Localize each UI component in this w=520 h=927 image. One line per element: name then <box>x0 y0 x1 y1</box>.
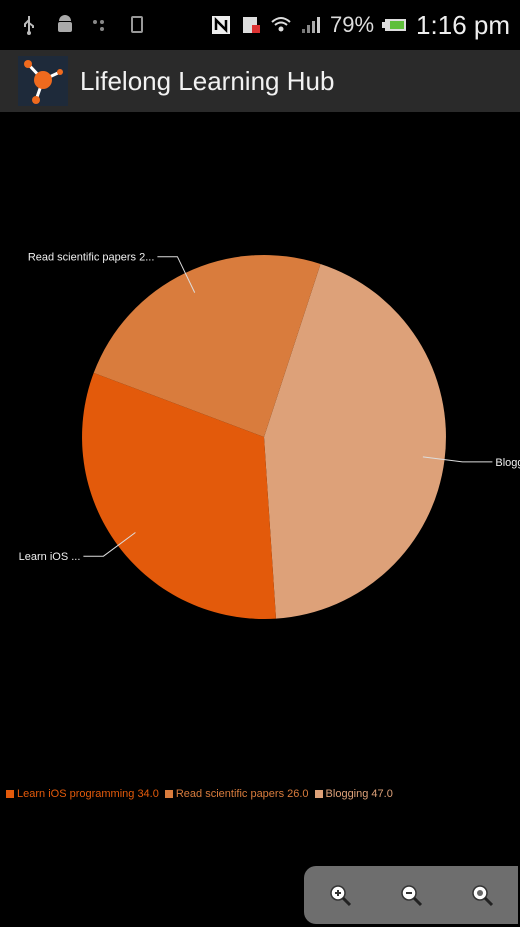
legend-label: Blogging 47.0 <box>325 788 393 800</box>
pie-slice-blogging[interactable] <box>264 264 446 619</box>
legend-swatch <box>6 790 14 798</box>
app-logo-icon[interactable] <box>18 56 68 106</box>
pie-slice-learn-ios-programming[interactable] <box>82 372 276 619</box>
pie-chart[interactable]: Bloggi... Learn iOS ... Read scientific pa… <box>0 112 520 862</box>
legend-item: Learn iOS programming 34.0 <box>6 788 159 800</box>
usb-icon <box>24 16 34 35</box>
legend-swatch <box>314 790 323 798</box>
battery-percent: 79% <box>330 12 375 37</box>
legend-swatch <box>164 790 173 798</box>
app-title: Lifelong Learning Hub <box>80 65 335 96</box>
zoom-in-button[interactable] <box>320 875 360 915</box>
legend-item: Read scientific papers 26.0 <box>164 788 309 800</box>
status-bar: 79% 1:16 pm <box>0 0 520 50</box>
clock: 1:16 pm <box>416 9 510 40</box>
zoom-controls <box>304 866 518 924</box>
legend-label: Learn iOS programming 34.0 <box>17 788 159 800</box>
pie-label: Read scientific papers 2... <box>28 252 155 264</box>
pie-label: Bloggi... <box>495 457 520 469</box>
android-debug-icon <box>58 15 72 32</box>
cell-signal-icon <box>302 17 320 33</box>
pie-leader-line <box>157 256 196 293</box>
zoom-reset-button[interactable] <box>462 875 502 915</box>
battery-icon <box>382 19 407 31</box>
zoom-out-icon <box>401 885 423 907</box>
pie-leader-line <box>422 456 493 463</box>
legend-label: Read scientific papers 26.0 <box>175 788 309 800</box>
pie-slice-read-scientific-papers[interactable] <box>93 255 321 437</box>
pie-chart-svg: Bloggi... Learn iOS ... Read scientific pa… <box>19 252 520 619</box>
pie-label: Learn iOS ... <box>19 551 81 563</box>
wifi-icon <box>271 17 291 32</box>
action-bar: Lifelong Learning Hub <box>0 50 520 112</box>
chart-legend: Learn iOS programming 34.0 Read scientifi… <box>6 784 518 804</box>
zoom-in-icon <box>329 885 351 907</box>
pie-leader-line <box>83 532 136 557</box>
zoom-reset-icon <box>472 885 494 907</box>
download-icon <box>243 17 260 33</box>
zoom-out-button[interactable] <box>391 875 431 915</box>
signal-dots-icon <box>93 20 104 31</box>
sd-card-icon <box>131 16 143 33</box>
nfc-icon <box>212 16 230 34</box>
legend-item: Blogging 47.0 <box>314 788 393 800</box>
